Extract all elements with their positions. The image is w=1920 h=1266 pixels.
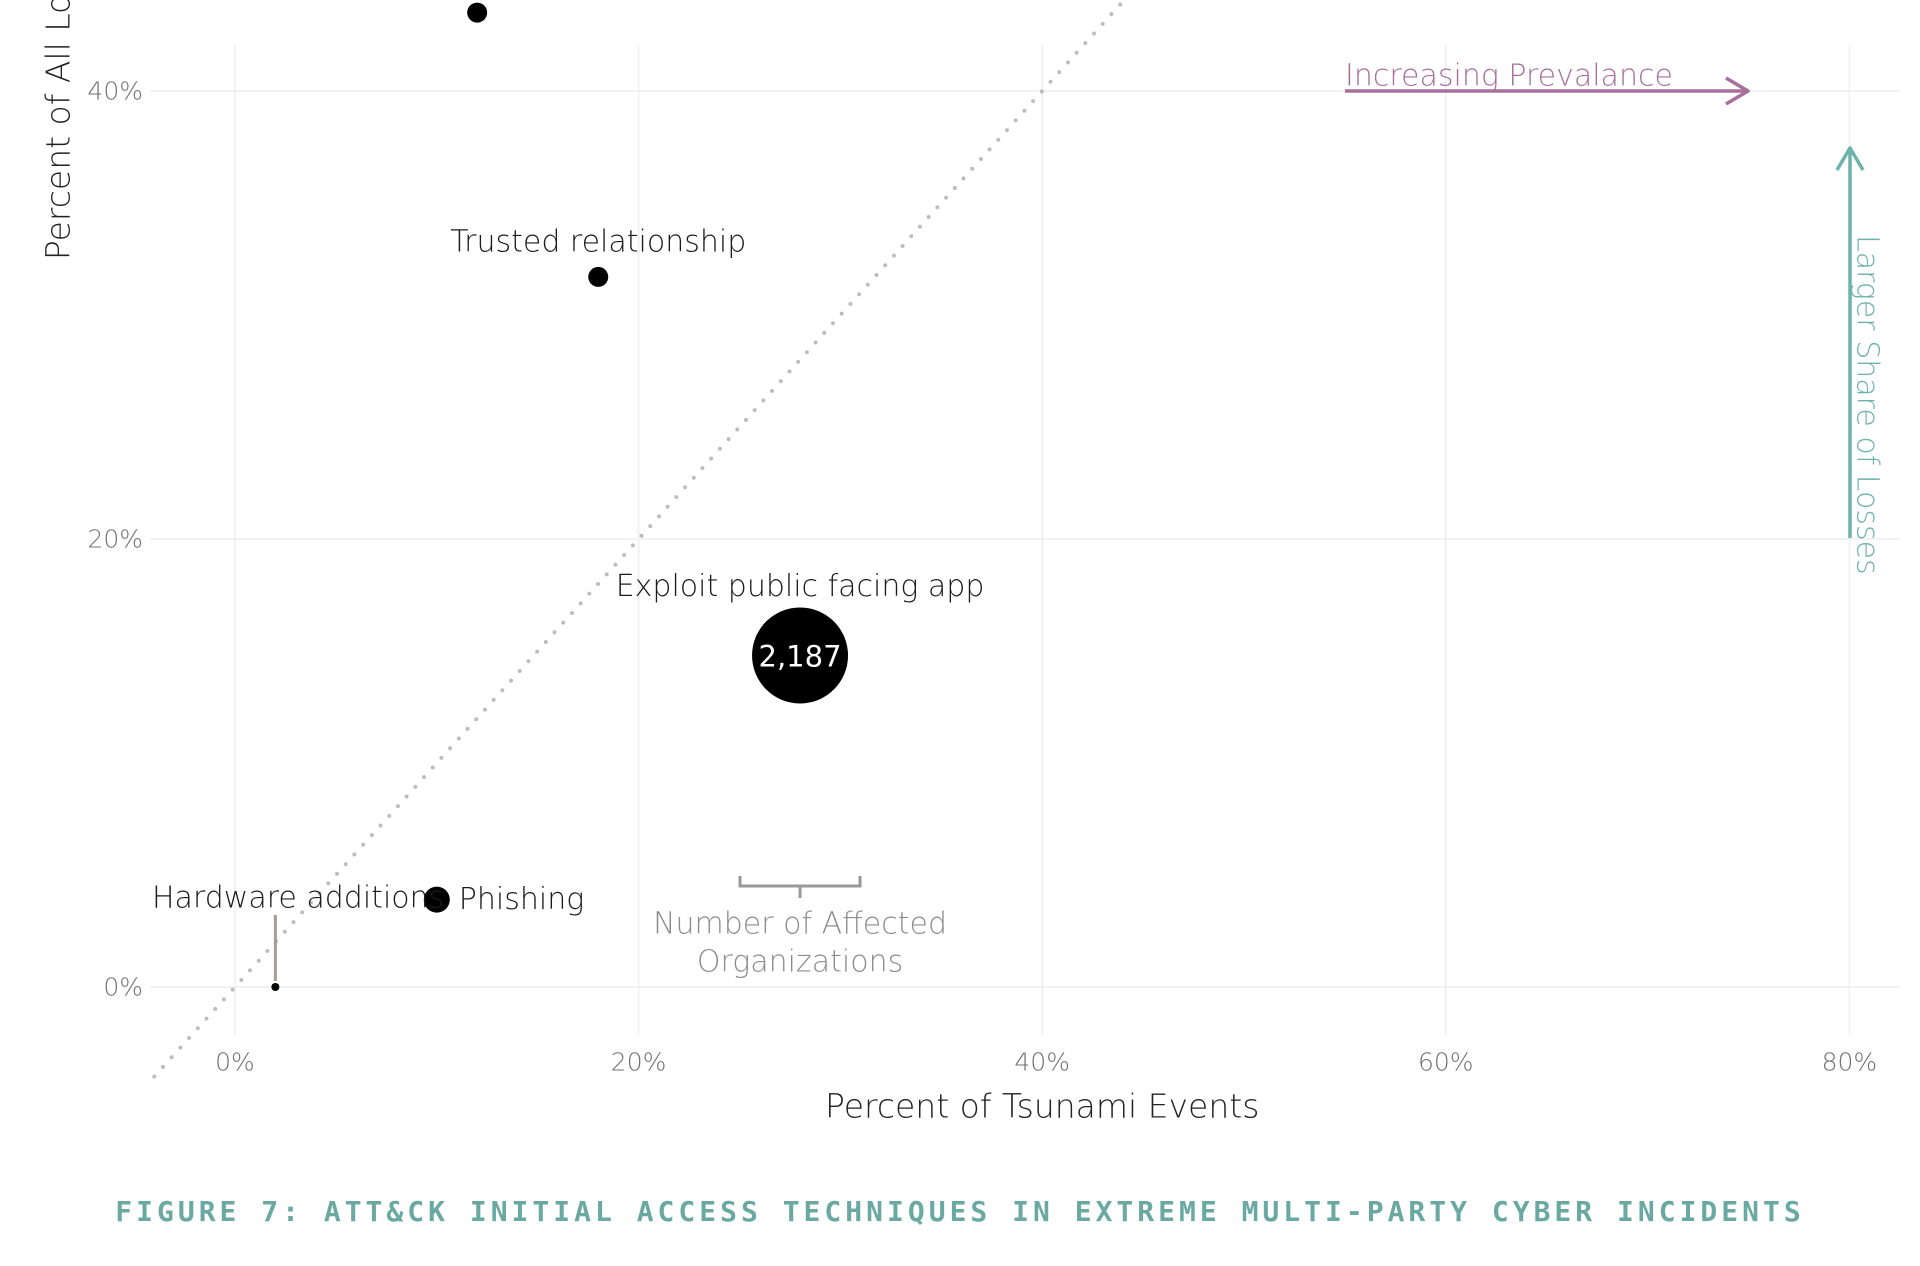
size-legend-bracket	[738, 876, 862, 898]
label-phishing: Phishing	[459, 882, 584, 917]
x-tick-label: 0%	[215, 1048, 255, 1077]
label-hardware-additions: Hardware additions	[152, 881, 444, 916]
y-tick-label: 20%	[87, 525, 143, 554]
x-axis-title: Percent of Tsunami Events	[825, 1087, 1259, 1126]
size-legend-label: Number of Affected Organizations	[653, 907, 947, 980]
larger-share-arrow: Larger Share of Losses	[1835, 146, 1885, 575]
reference-diagonal-line	[152, 0, 1127, 1079]
x-tick-label: 60%	[1418, 1048, 1474, 1077]
increasing-prevalance-arrow: Increasing Prevalance	[1345, 59, 1750, 106]
size-legend: Number of Affected Organizations	[653, 876, 947, 980]
point-exploit-public-facing-app	[752, 607, 849, 704]
point-hardware-additions	[271, 983, 280, 991]
label-exploit-public-facing-app: Exploit public facing app	[616, 569, 985, 604]
figure-caption: FIGURE 7: ATT&CK INITIAL ACCESS TECHNIQU…	[115, 1195, 1805, 1228]
x-arrow-label: Increasing Prevalance	[1345, 59, 1673, 94]
grid-lines	[150, 45, 1900, 1035]
bubble-count-exploit-public-facing-app: 2,187	[759, 639, 842, 673]
label-trusted-relationship: Trusted relationship	[450, 224, 746, 259]
scatter-chart: 0%0%20%20%40%40%60%60%80%80% Increasing …	[39, 0, 1900, 1126]
point-phishing	[423, 886, 450, 913]
x-tick-label: 80%	[1822, 1048, 1878, 1077]
point-trusted-relationship	[588, 266, 609, 287]
point-external-remote-services	[467, 2, 488, 23]
y-tick-label: 40%	[87, 77, 143, 106]
data-points: 627Valid accountsExternal remote service…	[152, 2, 985, 991]
y-axis-title: Percent of All Losses	[39, 0, 78, 260]
size-legend-line: Organizations	[697, 945, 903, 980]
y-arrow-head	[1835, 146, 1865, 171]
y-arrow-label: Larger Share of Losses	[1850, 235, 1885, 575]
y-tick-label: 0%	[103, 973, 143, 1002]
size-legend-line: Number of Affected	[653, 907, 947, 942]
x-tick-label: 20%	[611, 1048, 667, 1077]
tick-labels: 0%0%20%20%40%40%60%60%80%80%	[87, 77, 1878, 1077]
x-tick-label: 40%	[1014, 1048, 1070, 1077]
x-arrow-head	[1725, 76, 1750, 106]
